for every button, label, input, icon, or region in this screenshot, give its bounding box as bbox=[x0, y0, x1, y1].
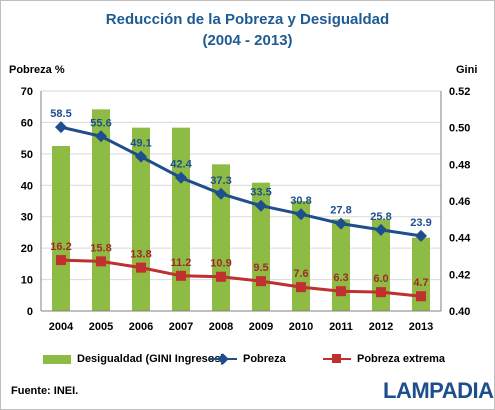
pobreza-data-label: 25.8 bbox=[370, 211, 391, 223]
legend-item-pobreza: Pobreza bbox=[209, 351, 286, 367]
x-tick-label: 2008 bbox=[209, 321, 233, 333]
extrema-point bbox=[336, 286, 346, 297]
extrema-data-label: 9.5 bbox=[253, 262, 268, 274]
extrema-data-label: 6.0 bbox=[373, 273, 388, 285]
pobreza-point bbox=[375, 223, 387, 236]
legend-swatch-pobreza bbox=[209, 353, 237, 365]
legend-label-gini: Desigualdad (GINI Ingresos) bbox=[77, 353, 225, 365]
source-note: Fuente: INEI. bbox=[11, 385, 79, 397]
legend-label-extrema: Pobreza extrema bbox=[357, 353, 446, 365]
extrema-point bbox=[176, 270, 186, 281]
x-tick-label: 2009 bbox=[249, 321, 273, 333]
extrema-point bbox=[416, 291, 426, 302]
left-axis-title: Pobreza % bbox=[9, 64, 65, 76]
extrema-line bbox=[60, 258, 422, 298]
gini-bar bbox=[332, 219, 350, 311]
pobreza-data-label: 27.8 bbox=[330, 205, 351, 217]
pobreza-point bbox=[335, 217, 347, 230]
legend-swatch-gini bbox=[43, 354, 71, 364]
pobreza-point bbox=[55, 121, 67, 134]
right-tick-label: 0.50 bbox=[449, 123, 470, 135]
right-tick-label: 0.46 bbox=[449, 196, 470, 208]
pobreza-point bbox=[215, 187, 227, 200]
pobreza-data-label: 37.3 bbox=[210, 175, 231, 187]
left-tick-label: 70 bbox=[21, 86, 33, 98]
right-tick-label: 0.52 bbox=[449, 86, 470, 98]
pobreza-data-label: 49.1 bbox=[130, 138, 151, 150]
right-tick-label: 0.44 bbox=[449, 233, 471, 245]
legend-label-pobreza: Pobreza bbox=[243, 353, 286, 365]
legend-swatch-extrema bbox=[323, 353, 351, 365]
extrema-data-label: 6.3 bbox=[333, 272, 348, 284]
extrema-point bbox=[256, 276, 266, 287]
pobreza-data-label: 30.8 bbox=[290, 195, 311, 207]
legend-item-gini: Desigualdad (GINI Ingresos) bbox=[43, 351, 224, 367]
x-tick-label: 2013 bbox=[409, 321, 433, 333]
extrema-data-label: 4.7 bbox=[413, 277, 428, 289]
chart-subtitle: (2004 - 2013) bbox=[202, 32, 293, 49]
pobreza-data-label: 58.5 bbox=[50, 108, 71, 120]
left-tick-label: 30 bbox=[21, 212, 33, 224]
extrema-data-label: 16.2 bbox=[50, 241, 71, 253]
left-tick-label: 10 bbox=[21, 275, 33, 287]
right-tick-label: 0.40 bbox=[449, 306, 470, 318]
gini-bar bbox=[52, 146, 70, 311]
extrema-point bbox=[216, 271, 226, 282]
left-tick-label: 20 bbox=[21, 243, 33, 255]
extrema-point bbox=[96, 256, 106, 267]
pobreza-line bbox=[60, 125, 422, 238]
extrema-data-label: 11.2 bbox=[171, 257, 192, 269]
x-tick-label: 2005 bbox=[89, 321, 113, 333]
x-tick-label: 2011 bbox=[329, 321, 353, 333]
extrema-point bbox=[56, 255, 66, 266]
extrema-point bbox=[376, 287, 386, 298]
x-tick-label: 2006 bbox=[129, 321, 153, 333]
extrema-data-label: 15.8 bbox=[90, 242, 111, 254]
right-tick-label: 0.42 bbox=[449, 269, 470, 281]
pobreza-point bbox=[415, 229, 427, 242]
pobreza-point bbox=[255, 199, 267, 212]
x-tick-label: 2004 bbox=[49, 321, 74, 333]
pobreza-data-label: 33.5 bbox=[250, 187, 271, 199]
extrema-point bbox=[136, 262, 146, 273]
pobreza-data-label: 55.6 bbox=[90, 117, 111, 129]
left-tick-label: 40 bbox=[21, 180, 33, 192]
extrema-data-label: 13.8 bbox=[130, 249, 151, 261]
left-tick-label: 60 bbox=[21, 117, 33, 129]
right-tick-label: 0.48 bbox=[449, 159, 470, 171]
gini-bar bbox=[172, 127, 190, 312]
left-tick-label: 50 bbox=[21, 149, 33, 161]
brand-logo: LAMPADIA bbox=[383, 378, 494, 403]
left-tick-label: 0 bbox=[27, 306, 33, 318]
extrema-data-label: 7.6 bbox=[293, 268, 308, 280]
pobreza-point bbox=[295, 208, 307, 221]
legend-item-extrema: Pobreza extrema bbox=[323, 351, 445, 367]
pobreza-point bbox=[135, 150, 147, 163]
pobreza-data-label: 23.9 bbox=[410, 217, 431, 229]
pobreza-data-label: 42.4 bbox=[170, 159, 192, 171]
chart-title: Reducción de la Pobreza y Desigualdad bbox=[105, 11, 390, 28]
extrema-point bbox=[296, 282, 306, 293]
x-tick-label: 2012 bbox=[369, 321, 393, 333]
extrema-data-label: 10.9 bbox=[210, 258, 231, 270]
pobreza-point bbox=[95, 130, 107, 143]
x-tick-label: 2007 bbox=[169, 321, 193, 333]
x-tick-label: 2010 bbox=[289, 321, 313, 333]
pobreza-point bbox=[175, 171, 187, 184]
right-axis-title: Gini bbox=[456, 64, 478, 76]
